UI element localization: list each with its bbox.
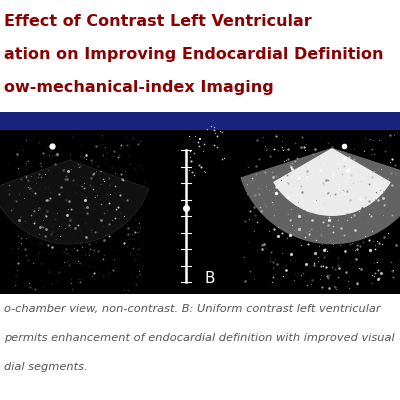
Text: dial segments.: dial segments. [4,362,88,372]
Text: o-chamber view, non-contrast. B: Uniform contrast left ventricular: o-chamber view, non-contrast. B: Uniform… [4,304,380,314]
Text: permits enhancement of endocardial definition with improved visual: permits enhancement of endocardial defin… [4,333,395,343]
Bar [0,112,400,130]
Wedge shape [0,160,149,244]
Text: ow-mechanical-index Imaging: ow-mechanical-index Imaging [4,80,274,96]
Wedge shape [273,148,391,216]
Bar [0,112,400,294]
Text: ation on Improving Endocardial Definition: ation on Improving Endocardial Definitio… [4,47,384,62]
Text: Effect of Contrast Left Ventricular: Effect of Contrast Left Ventricular [4,14,312,29]
Wedge shape [241,148,400,244]
Text: B: B [205,271,215,286]
